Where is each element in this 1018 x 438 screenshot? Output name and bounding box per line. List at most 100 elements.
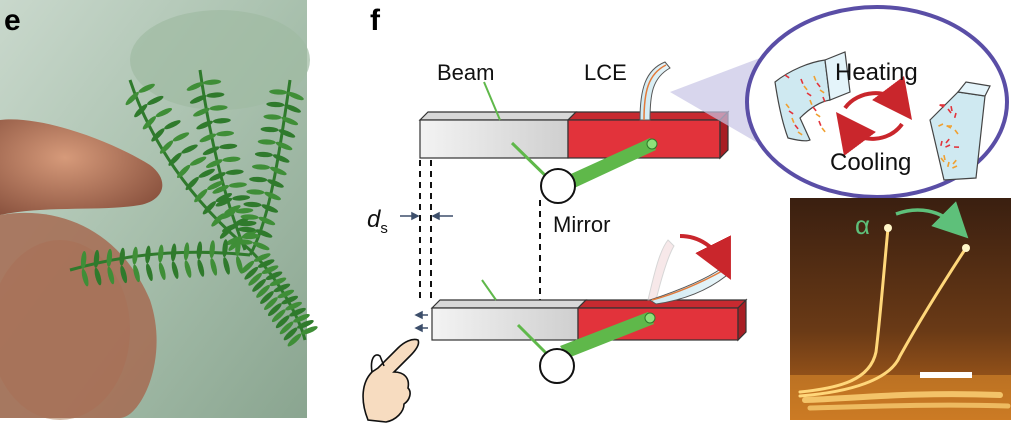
leaflet (297, 320, 314, 329)
leaflet (183, 242, 190, 261)
mesogen-mark (940, 157, 945, 163)
leaflet (199, 133, 217, 143)
leaflet (196, 120, 213, 130)
leaflet (132, 246, 138, 265)
leaflet (269, 277, 287, 287)
leaflet (185, 176, 199, 191)
mesogen-mark (803, 85, 808, 91)
leaflet (260, 126, 279, 133)
leaflet (257, 259, 275, 268)
leaflet (159, 140, 174, 154)
mesogen-mark (953, 112, 957, 119)
leaflet (267, 303, 282, 317)
leaflets (80, 79, 318, 347)
laser-bottom (516, 312, 656, 358)
leaflet (272, 154, 290, 163)
leaflet (252, 164, 271, 170)
mesogen-mark (813, 75, 817, 81)
leaflet (237, 226, 256, 233)
leaflet (240, 214, 259, 220)
scale-bar (920, 372, 972, 378)
leaflet (285, 301, 302, 311)
leaflet (263, 114, 282, 120)
leaflet (275, 141, 293, 151)
leaflet (146, 263, 153, 282)
cooling-label: Cooling (830, 149, 911, 176)
leaflet (260, 291, 274, 304)
leaflet (155, 108, 173, 118)
leaflet (258, 216, 276, 226)
mesogen-mark (945, 138, 950, 144)
leaflet (215, 193, 233, 203)
mesogen-mark (784, 74, 790, 79)
mesogen-mark (943, 154, 946, 161)
mesogen-mark (954, 129, 959, 135)
leaflet (172, 132, 190, 142)
leaflet (267, 179, 284, 188)
mesogen-mark (947, 108, 952, 114)
leaflet (289, 307, 306, 317)
mesogen-mark (785, 103, 790, 109)
leaflet (271, 309, 286, 323)
mesogen-mark (806, 92, 812, 97)
bend-arrow (679, 234, 731, 280)
leaflet (273, 283, 291, 293)
leaflet (158, 244, 164, 263)
leaflet (222, 239, 228, 258)
leaflet (94, 267, 102, 286)
leaflet (253, 253, 271, 262)
leaflet (278, 129, 296, 138)
lce-strip-top (639, 61, 671, 121)
leaflet (279, 321, 294, 335)
leaflet (246, 189, 265, 195)
heating-label: Heating (835, 59, 918, 86)
leaflet (197, 259, 205, 277)
leaflet (228, 182, 247, 188)
leaflet (212, 118, 231, 124)
leaflet (301, 326, 318, 335)
heating-cooling-inset (745, 5, 1009, 199)
leaflet (256, 285, 270, 298)
leaflet (205, 159, 223, 168)
mesogen-marks (784, 74, 960, 169)
leaflet (202, 146, 220, 156)
leaflet (170, 243, 177, 262)
mesogen-mark (794, 124, 799, 130)
lce-label: LCE (584, 60, 627, 85)
leaflet (264, 297, 278, 310)
ds-indicator (400, 211, 453, 221)
leaflet (269, 89, 288, 95)
leaflet (138, 83, 155, 93)
leaflet (225, 169, 244, 175)
leaflet (269, 166, 287, 176)
leaflet (189, 95, 207, 104)
leaflet (125, 91, 139, 106)
mesogen-mark (822, 96, 826, 102)
beam-top (418, 110, 730, 160)
beam-leader (483, 81, 501, 121)
leaflet (198, 168, 215, 178)
mesogen-mark (812, 106, 817, 112)
leaflet (232, 195, 251, 201)
leaflet (215, 197, 233, 207)
mesogen-mark (940, 140, 943, 147)
leaflet (209, 240, 215, 259)
leaflet (202, 201, 216, 215)
leaflet (164, 120, 181, 130)
leaflet (209, 105, 228, 111)
leaflet (252, 278, 266, 292)
leaflet (80, 250, 87, 269)
long-exposure-photo (790, 198, 1011, 420)
leaflet (184, 260, 192, 278)
leaflet (293, 313, 310, 323)
leaflet (277, 289, 295, 299)
leaflet (181, 144, 198, 154)
leaflet (196, 241, 203, 260)
mesogen-mark (800, 78, 804, 84)
mesogen-mark (788, 110, 794, 115)
leaflet (107, 266, 115, 285)
leaflet (168, 152, 182, 166)
leaflet (218, 210, 236, 220)
leaflet (222, 223, 239, 233)
mesogen-mark (818, 120, 822, 126)
